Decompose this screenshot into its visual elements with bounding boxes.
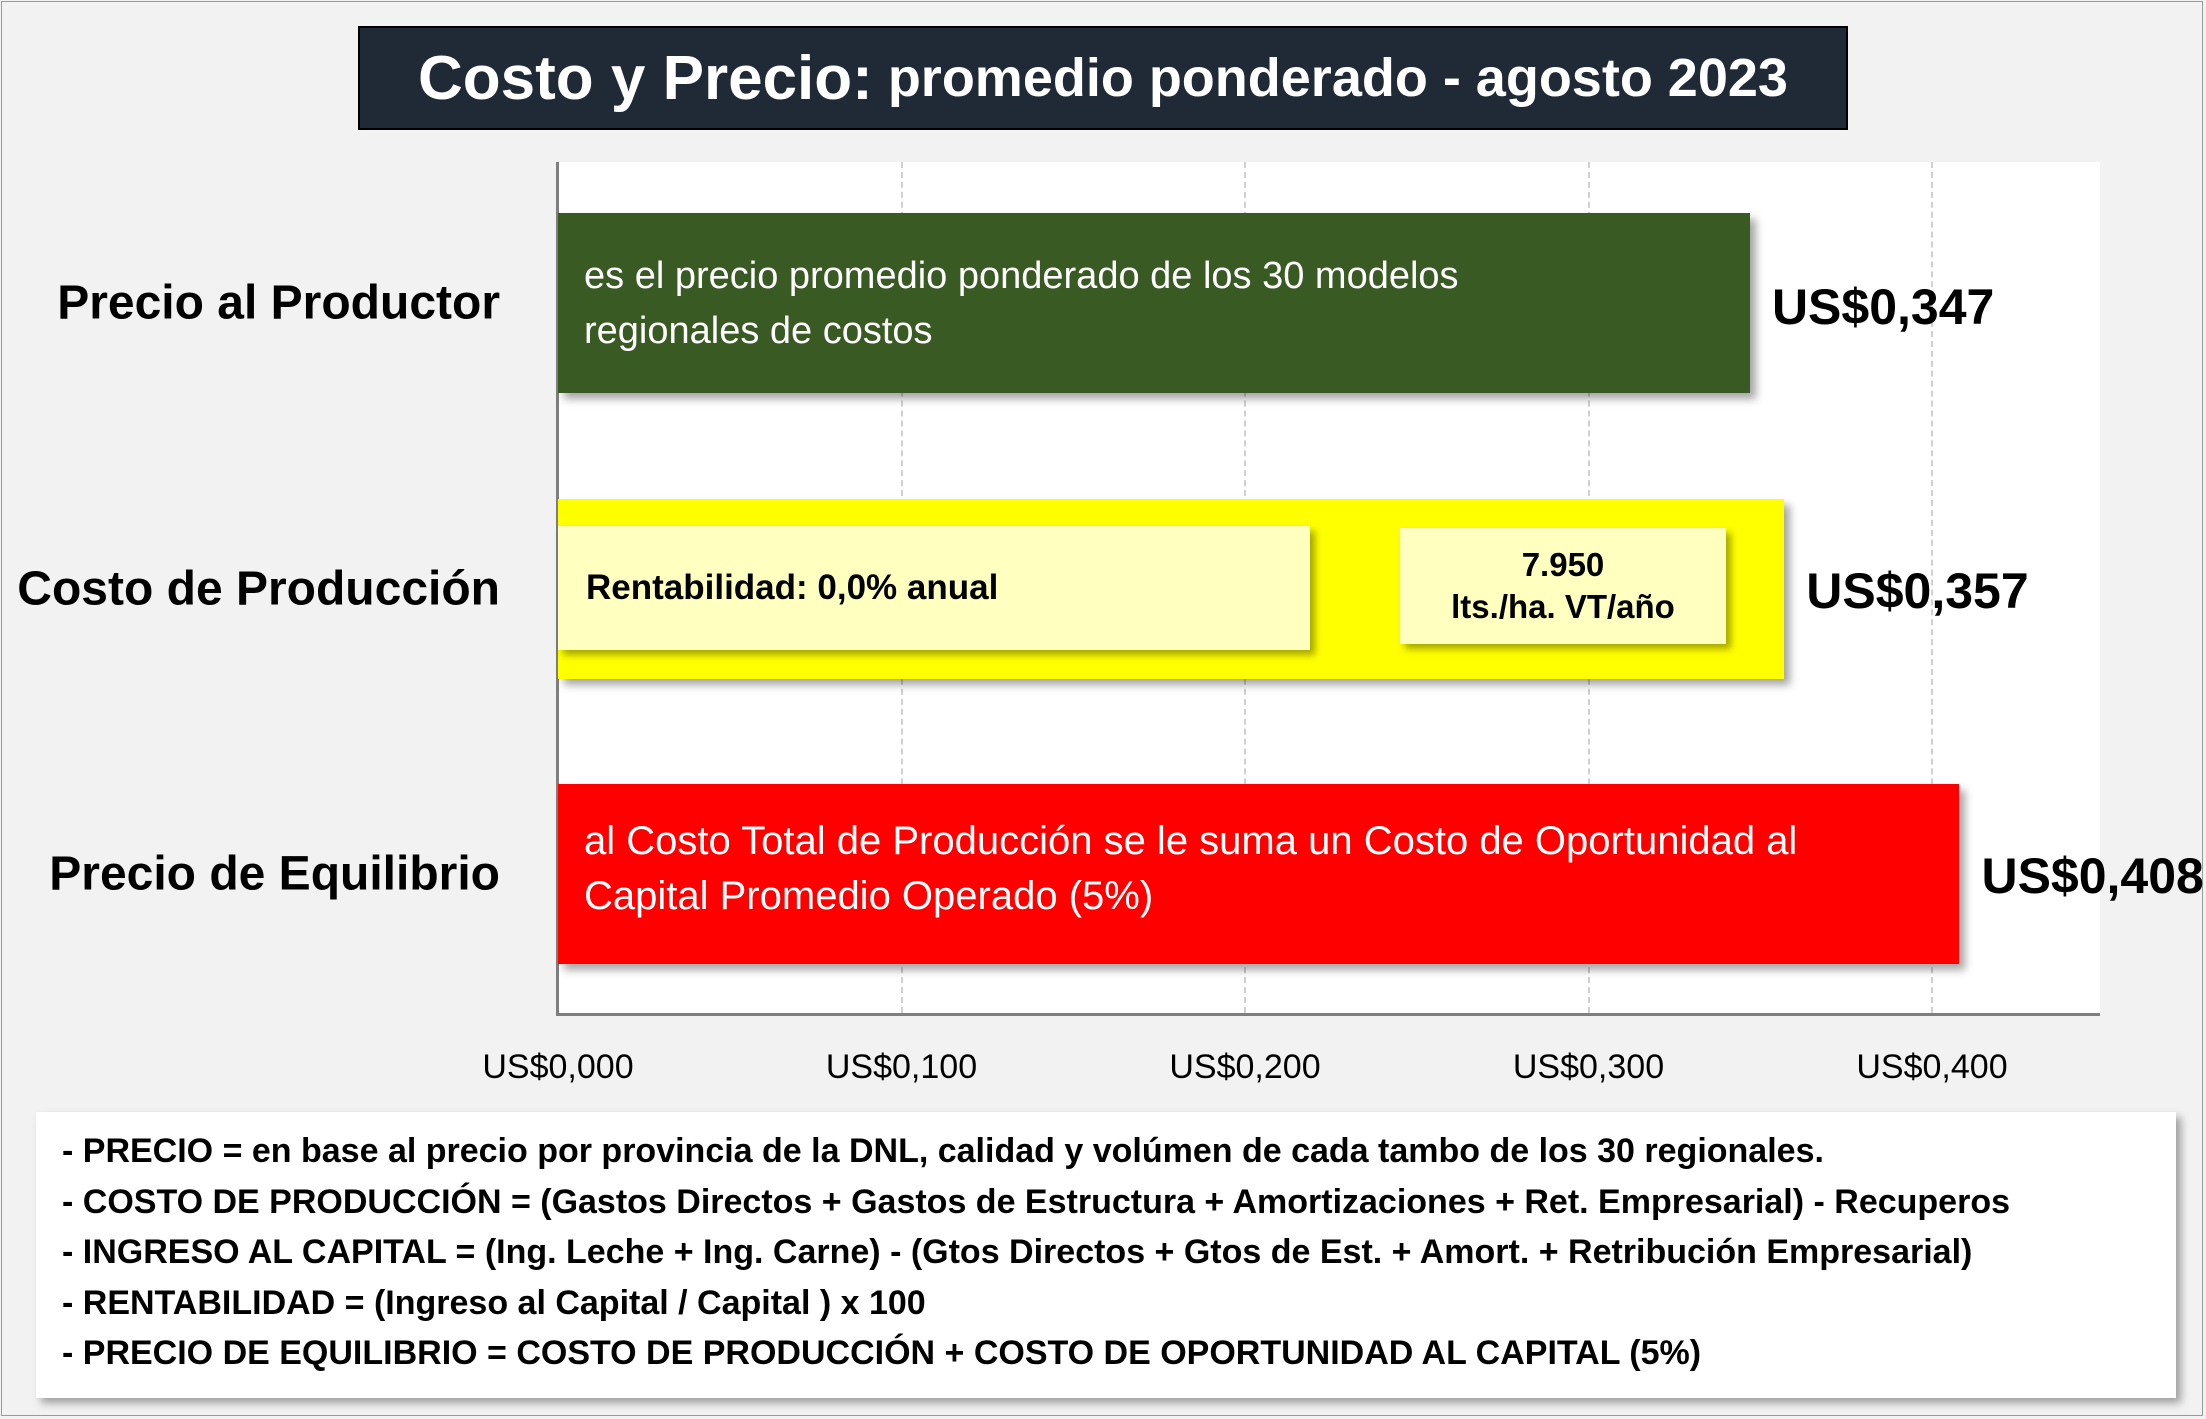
chart-title: Costo y Precio: promedio ponderado - ago… (358, 26, 1848, 130)
value-label-costo: US$0,357 (1806, 563, 2029, 619)
bar-precio-productor: es el precio promedio ponderado de los 3… (558, 213, 1750, 393)
bar-note-productor: es el precio promedio ponderado de los 3… (584, 255, 1459, 352)
note-equilibrio: - PRECIO DE EQUILIBRIO = COSTO DE PRODUC… (62, 1334, 1702, 1372)
volumen-box: 7.950 lts./ha. VT/año (1400, 528, 1726, 644)
x-tick-label: US$0,000 (482, 1048, 634, 1086)
rentabilidad-label: Rentabilidad: 0,0% anual (586, 568, 999, 607)
notes-box: - PRECIO = en base al precio por provinc… (36, 1112, 2176, 1398)
note-costo: - COSTO DE PRODUCCIÓN = (Gastos Directos… (62, 1182, 2010, 1221)
y-axis-line (556, 162, 559, 1015)
volumen-value: 7.950 (1521, 546, 1605, 583)
title-sub: promedio ponderado - agosto 2023 (872, 48, 1788, 108)
note-ingreso: - INGRESO AL CAPITAL = (Ing. Leche + Ing… (62, 1233, 1973, 1271)
x-tick-label: US$0,400 (1856, 1048, 2008, 1086)
bar-precio-equilibrio: al Costo Total de Producción se le suma … (558, 784, 1960, 964)
x-tick-label: US$0,100 (825, 1048, 978, 1086)
category-label-productor: Precio al Productor (57, 276, 500, 330)
gridline (1931, 162, 1933, 1013)
value-label-equilibrio: US$0,408 (1981, 848, 2204, 904)
volumen-unit: lts./ha. VT/año (1451, 588, 1675, 625)
rentabilidad-box: Rentabilidad: 0,0% anual (558, 526, 1310, 650)
x-tick-label: US$0,200 (1169, 1048, 1321, 1086)
category-label-costo: Costo de Producción (17, 562, 500, 616)
x-axis-line (556, 1013, 2100, 1016)
note-precio: - PRECIO = en base al precio por provinc… (62, 1132, 1824, 1170)
note-rentabilidad: - RENTABILIDAD = (Ingreso al Capital / C… (62, 1283, 926, 1322)
x-tick-label: US$0,300 (1512, 1048, 1665, 1086)
value-label-productor: US$0,347 (1771, 279, 1995, 335)
bar-costo-produccion: Rentabilidad: 0,0% anual 7.950 lts./ha. … (558, 499, 1785, 679)
category-label-equilibrio: Precio de Equilibrio (49, 847, 500, 901)
title-main: Costo y Precio: (418, 43, 873, 113)
bar-note-equilibrio: al Costo Total de Producción se le suma … (584, 819, 1798, 918)
